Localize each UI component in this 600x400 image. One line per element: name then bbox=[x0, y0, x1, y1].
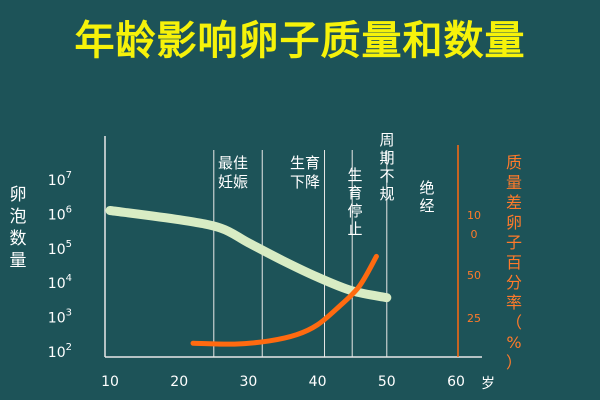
axes bbox=[104, 136, 482, 358]
right-tick-label: 50 bbox=[467, 269, 481, 282]
y-tick-label: 106 bbox=[48, 204, 72, 223]
stage-label: 最佳妊娠 bbox=[218, 154, 248, 191]
x-tick-label: 50 bbox=[378, 374, 396, 390]
x-tick-label: 10 bbox=[101, 374, 119, 390]
y-tick-label: 107 bbox=[48, 170, 72, 189]
right-axis-label: 质量差卵子百分率（%） bbox=[506, 153, 522, 372]
stage-label-text: 生育停止 bbox=[347, 166, 362, 238]
stage-label: 生育下降 bbox=[290, 154, 320, 191]
page-title: 年龄影响卵子质量和数量 bbox=[74, 18, 526, 64]
x-tick-label: 30 bbox=[239, 374, 257, 390]
stage-label-text: 周期不规 bbox=[379, 131, 394, 203]
x-tick-label: 40 bbox=[309, 374, 327, 390]
stage-label-text: 最佳妊娠 bbox=[218, 154, 248, 191]
right-tick-label: 0 bbox=[471, 228, 478, 241]
ticks: 10 20 30 40 50 60 岁 102 103 104 105 106 107 25 50 0 10 bbox=[48, 170, 495, 392]
x-unit-label: 岁 bbox=[481, 376, 495, 392]
y-tick-label: 105 bbox=[48, 239, 72, 258]
x-tick-label: 20 bbox=[170, 374, 188, 390]
stage-label: 周期不规 bbox=[379, 131, 394, 203]
stage-label: 绝经 bbox=[419, 179, 434, 215]
stage-label-text: 生育下降 bbox=[290, 154, 320, 191]
y-tick-label: 104 bbox=[48, 273, 72, 292]
poor-quality-line bbox=[190, 253, 379, 347]
follicle-count-line bbox=[105, 205, 392, 303]
y-tick-label: 102 bbox=[48, 342, 72, 361]
right-tick-label: 25 bbox=[467, 312, 481, 325]
series-lines bbox=[105, 205, 392, 347]
stage-labels: 最佳妊娠 生育下降 生育停止 周期不规绝经 bbox=[218, 131, 435, 238]
left-axis-label: 卵泡数量 bbox=[10, 185, 27, 271]
stage-label-text: 绝经 bbox=[419, 179, 434, 215]
right-tick-label: 10 bbox=[467, 209, 481, 222]
y-tick-label: 103 bbox=[48, 308, 72, 327]
x-tick-label: 60 bbox=[447, 374, 465, 390]
stage-label: 生育停止 bbox=[347, 166, 362, 238]
